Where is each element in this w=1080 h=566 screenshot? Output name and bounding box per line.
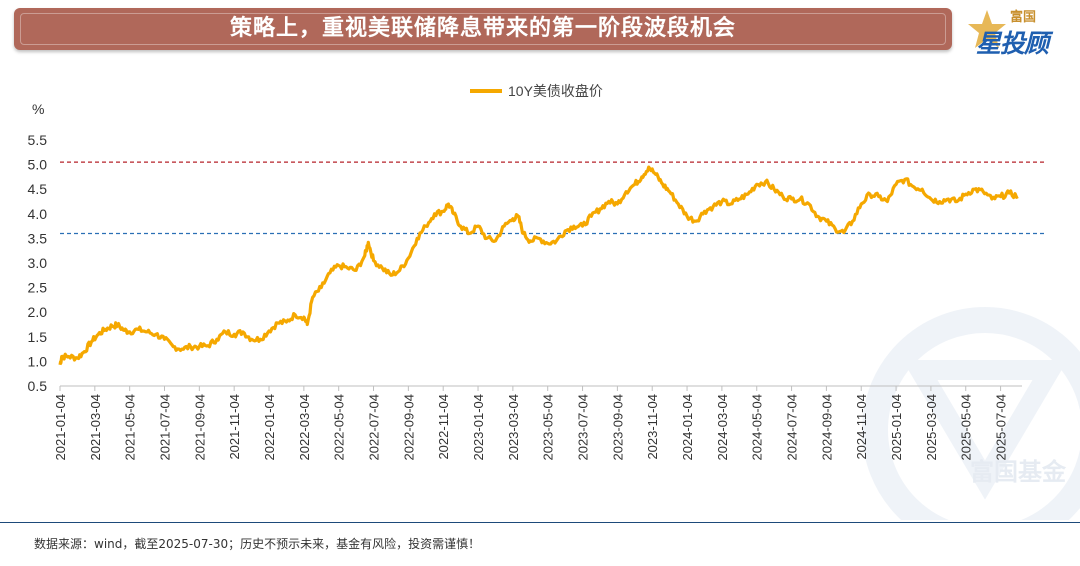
page-title: 策略上，重视美联储降息带来的第一阶段波段机会 xyxy=(229,16,736,41)
y-tick-label: 5.0 xyxy=(28,157,48,173)
y-tick-label: 3.0 xyxy=(28,255,48,271)
x-tick-label: 2024-05-04 xyxy=(750,394,765,461)
x-tick-label: 2022-01-04 xyxy=(262,394,277,461)
x-tick-label: 2023-03-04 xyxy=(506,394,521,461)
legend-label: 10Y美债收盘价 xyxy=(508,83,603,99)
watermark-text: 富国基金 xyxy=(970,458,1067,486)
logo-main-text: 星投顾 xyxy=(976,29,1049,58)
y-axis: 0.5 1.0 1.5 2.0 2.5 3.0 3.5 4.0 4.5 5.0 5.5 xyxy=(28,132,48,394)
x-tick-label: 2025-07-04 xyxy=(994,394,1009,461)
x-tick-label: 2023-11-04 xyxy=(645,394,660,460)
title-banner: 策略上，重视美联储降息带来的第一阶段波段机会 xyxy=(14,8,952,50)
x-tick-label: 2024-11-04 xyxy=(854,394,869,460)
y-tick-label: 5.5 xyxy=(28,132,48,148)
watermark-ring xyxy=(862,307,1080,520)
watermark-logo: 富国基金 xyxy=(862,307,1080,520)
footer-divider xyxy=(0,522,1080,523)
y-tick-label: 1.0 xyxy=(28,353,48,369)
x-tick-label: 2023-01-04 xyxy=(471,394,486,461)
x-tick-label: 2023-05-04 xyxy=(541,394,556,461)
x-tick-label: 2022-03-04 xyxy=(297,394,312,461)
star-logo-icon xyxy=(968,10,1006,48)
x-tick-label: 2023-09-04 xyxy=(610,394,625,461)
yield-chart: 富国基金 0.5 1.0 1.5 2.0 2.5 3.0 3.5 4.0 4.5 5.0 5.5 2… xyxy=(28,83,1080,520)
x-tick-label: 2025-05-04 xyxy=(959,394,974,461)
x-axis: 2021-01-04 2021-03-04 2021-05-04 2021-07-04… xyxy=(53,385,1022,461)
x-tick-label: 2024-07-04 xyxy=(785,394,800,461)
x-tick-label: 2022-11-04 xyxy=(436,394,451,460)
x-tick-label: 2021-09-04 xyxy=(192,394,207,461)
x-tick-label: 2021-07-04 xyxy=(158,394,173,461)
y-tick-label: 1.5 xyxy=(28,329,48,345)
x-tick-label: 2021-11-04 xyxy=(227,394,242,460)
x-tick-label: 2025-03-04 xyxy=(924,394,939,461)
brand-logo: 富国 星投顾 xyxy=(964,4,1074,58)
y-tick-label: 2.0 xyxy=(28,304,48,320)
series-line-10y-yield xyxy=(58,165,1019,366)
y-tick-label: 3.5 xyxy=(28,230,48,246)
y-tick-label: 0.5 xyxy=(28,378,48,394)
x-tick-label: 2022-07-04 xyxy=(367,394,382,461)
x-tick-label: 2022-05-04 xyxy=(332,394,347,461)
watermark-triangle xyxy=(902,360,1068,500)
x-tick-label: 2024-09-04 xyxy=(819,394,834,461)
footer-note: 数据来源：wind，截至2025-07-30；历史不预示未来，基金有风险，投资需… xyxy=(34,537,481,551)
legend: 10Y美债收盘价 xyxy=(470,83,603,99)
x-tick-label: 2024-01-04 xyxy=(680,394,695,461)
y-tick-label: 2.5 xyxy=(28,280,48,296)
y-axis-unit: % xyxy=(32,101,44,117)
x-tick-label: 2022-09-04 xyxy=(401,394,416,461)
reference-lines xyxy=(60,161,1046,235)
y-tick-label: 4.5 xyxy=(28,181,48,197)
x-tick-label: 2024-03-04 xyxy=(715,394,730,461)
x-tick-label: 2021-01-04 xyxy=(53,394,68,461)
logo-top-text: 富国 xyxy=(1010,10,1037,25)
x-tick-label: 2025-01-04 xyxy=(889,394,904,461)
x-tick-label: 2021-03-04 xyxy=(88,394,103,461)
title-banner-frame xyxy=(20,13,946,45)
y-tick-label: 4.0 xyxy=(28,206,48,222)
x-tick-label: 2023-07-04 xyxy=(576,394,591,461)
x-tick-label: 2021-05-04 xyxy=(123,394,138,461)
